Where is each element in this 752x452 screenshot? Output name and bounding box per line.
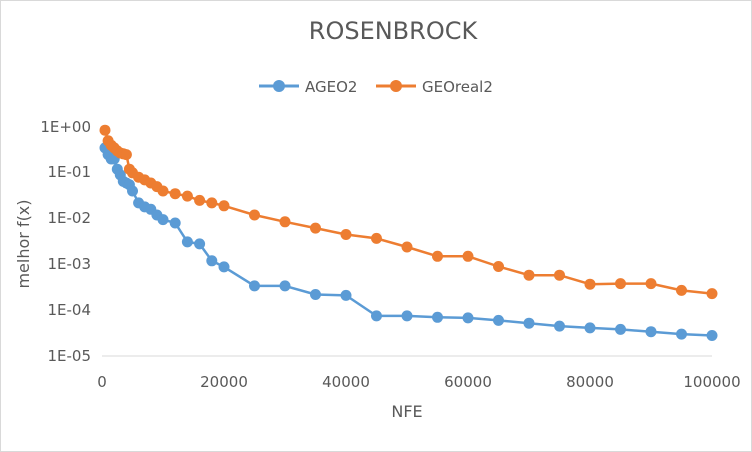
data-point-georeal2 <box>340 229 352 240</box>
x-tick-label: 0 <box>97 373 107 391</box>
data-point-georeal2 <box>194 194 206 206</box>
x-tick-label: 100000 <box>683 373 740 391</box>
series-line-georeal2 <box>103 129 713 295</box>
data-point-georeal2 <box>493 261 504 272</box>
data-point-ageo2 <box>401 310 413 322</box>
data-point-georeal2 <box>157 185 169 197</box>
data-point-georeal2 <box>401 241 413 253</box>
x-tick-label: 60000 <box>444 373 492 391</box>
chart-title: ROSENBROCK <box>309 17 479 45</box>
data-point-georeal2 <box>432 250 443 262</box>
data-point-georeal2 <box>310 222 321 234</box>
data-point-ageo2 <box>249 280 260 292</box>
data-point-georeal2 <box>584 278 596 290</box>
y-tick-label: 1E+00 <box>40 118 91 136</box>
legend-marker-ageo2 <box>273 80 285 92</box>
y-tick-label: 1E-03 <box>47 255 91 273</box>
data-point-ageo2 <box>523 317 535 329</box>
x-tick-label: 80000 <box>566 373 614 391</box>
data-point-georeal2 <box>249 209 260 221</box>
data-point-ageo2 <box>169 217 181 229</box>
data-point-ageo2 <box>279 280 291 292</box>
x-axis-title: NFE <box>391 402 422 421</box>
data-point-ageo2 <box>127 185 138 197</box>
legend-marker-georeal2 <box>390 80 402 92</box>
data-point-georeal2 <box>462 250 474 262</box>
legend: AGEO2 GEOreal2 <box>259 78 493 96</box>
data-point-ageo2 <box>706 330 718 341</box>
data-point-ageo2 <box>157 214 169 226</box>
data-point-georeal2 <box>645 278 657 290</box>
legend-label-georeal2: GEOreal2 <box>422 78 493 96</box>
data-point-ageo2 <box>676 328 687 340</box>
data-point-ageo2 <box>340 289 352 301</box>
data-point-ageo2 <box>310 289 321 300</box>
data-point-ageo2 <box>371 310 382 322</box>
data-point-georeal2 <box>706 288 718 300</box>
data-point-georeal2 <box>554 269 565 281</box>
data-point-georeal2 <box>279 216 291 228</box>
data-point-ageo2 <box>194 238 206 250</box>
data-point-georeal2 <box>371 232 382 244</box>
y-axis-title: melhor f(x) <box>14 199 33 288</box>
y-tick-label: 1E-04 <box>47 301 91 319</box>
data-point-ageo2 <box>493 314 504 326</box>
data-point-ageo2 <box>645 326 657 338</box>
data-point-georeal2 <box>523 269 535 281</box>
y-tick-label: 1E-01 <box>47 163 91 181</box>
data-point-georeal2 <box>218 200 230 212</box>
data-point-georeal2 <box>206 197 218 209</box>
legend-label-ageo2: AGEO2 <box>305 78 357 96</box>
x-tick-label: 20000 <box>200 373 248 391</box>
data-point-ageo2 <box>462 312 474 324</box>
data-point-georeal2 <box>99 124 111 136</box>
y-tick-label: 1E-05 <box>47 347 91 365</box>
data-point-georeal2 <box>676 284 687 296</box>
y-tick-labels: 1E-05 1E-04 1E-03 1E-02 1E-01 1E+00 <box>40 118 91 365</box>
plot-series <box>99 124 718 341</box>
data-point-ageo2 <box>181 236 193 248</box>
x-tick-label: 40000 <box>322 373 370 391</box>
data-point-ageo2 <box>218 261 230 273</box>
data-point-georeal2 <box>181 190 193 202</box>
data-point-georeal2 <box>615 278 626 290</box>
data-point-ageo2 <box>554 320 565 332</box>
data-point-ageo2 <box>584 322 596 334</box>
data-point-ageo2 <box>206 255 218 267</box>
y-tick-label: 1E-02 <box>47 209 91 227</box>
data-point-ageo2 <box>615 323 626 335</box>
x-tick-labels: 0 20000 40000 60000 80000 100000 <box>97 373 740 391</box>
data-point-georeal2 <box>169 188 181 200</box>
data-point-ageo2 <box>432 311 443 323</box>
data-point-georeal2 <box>120 149 132 161</box>
